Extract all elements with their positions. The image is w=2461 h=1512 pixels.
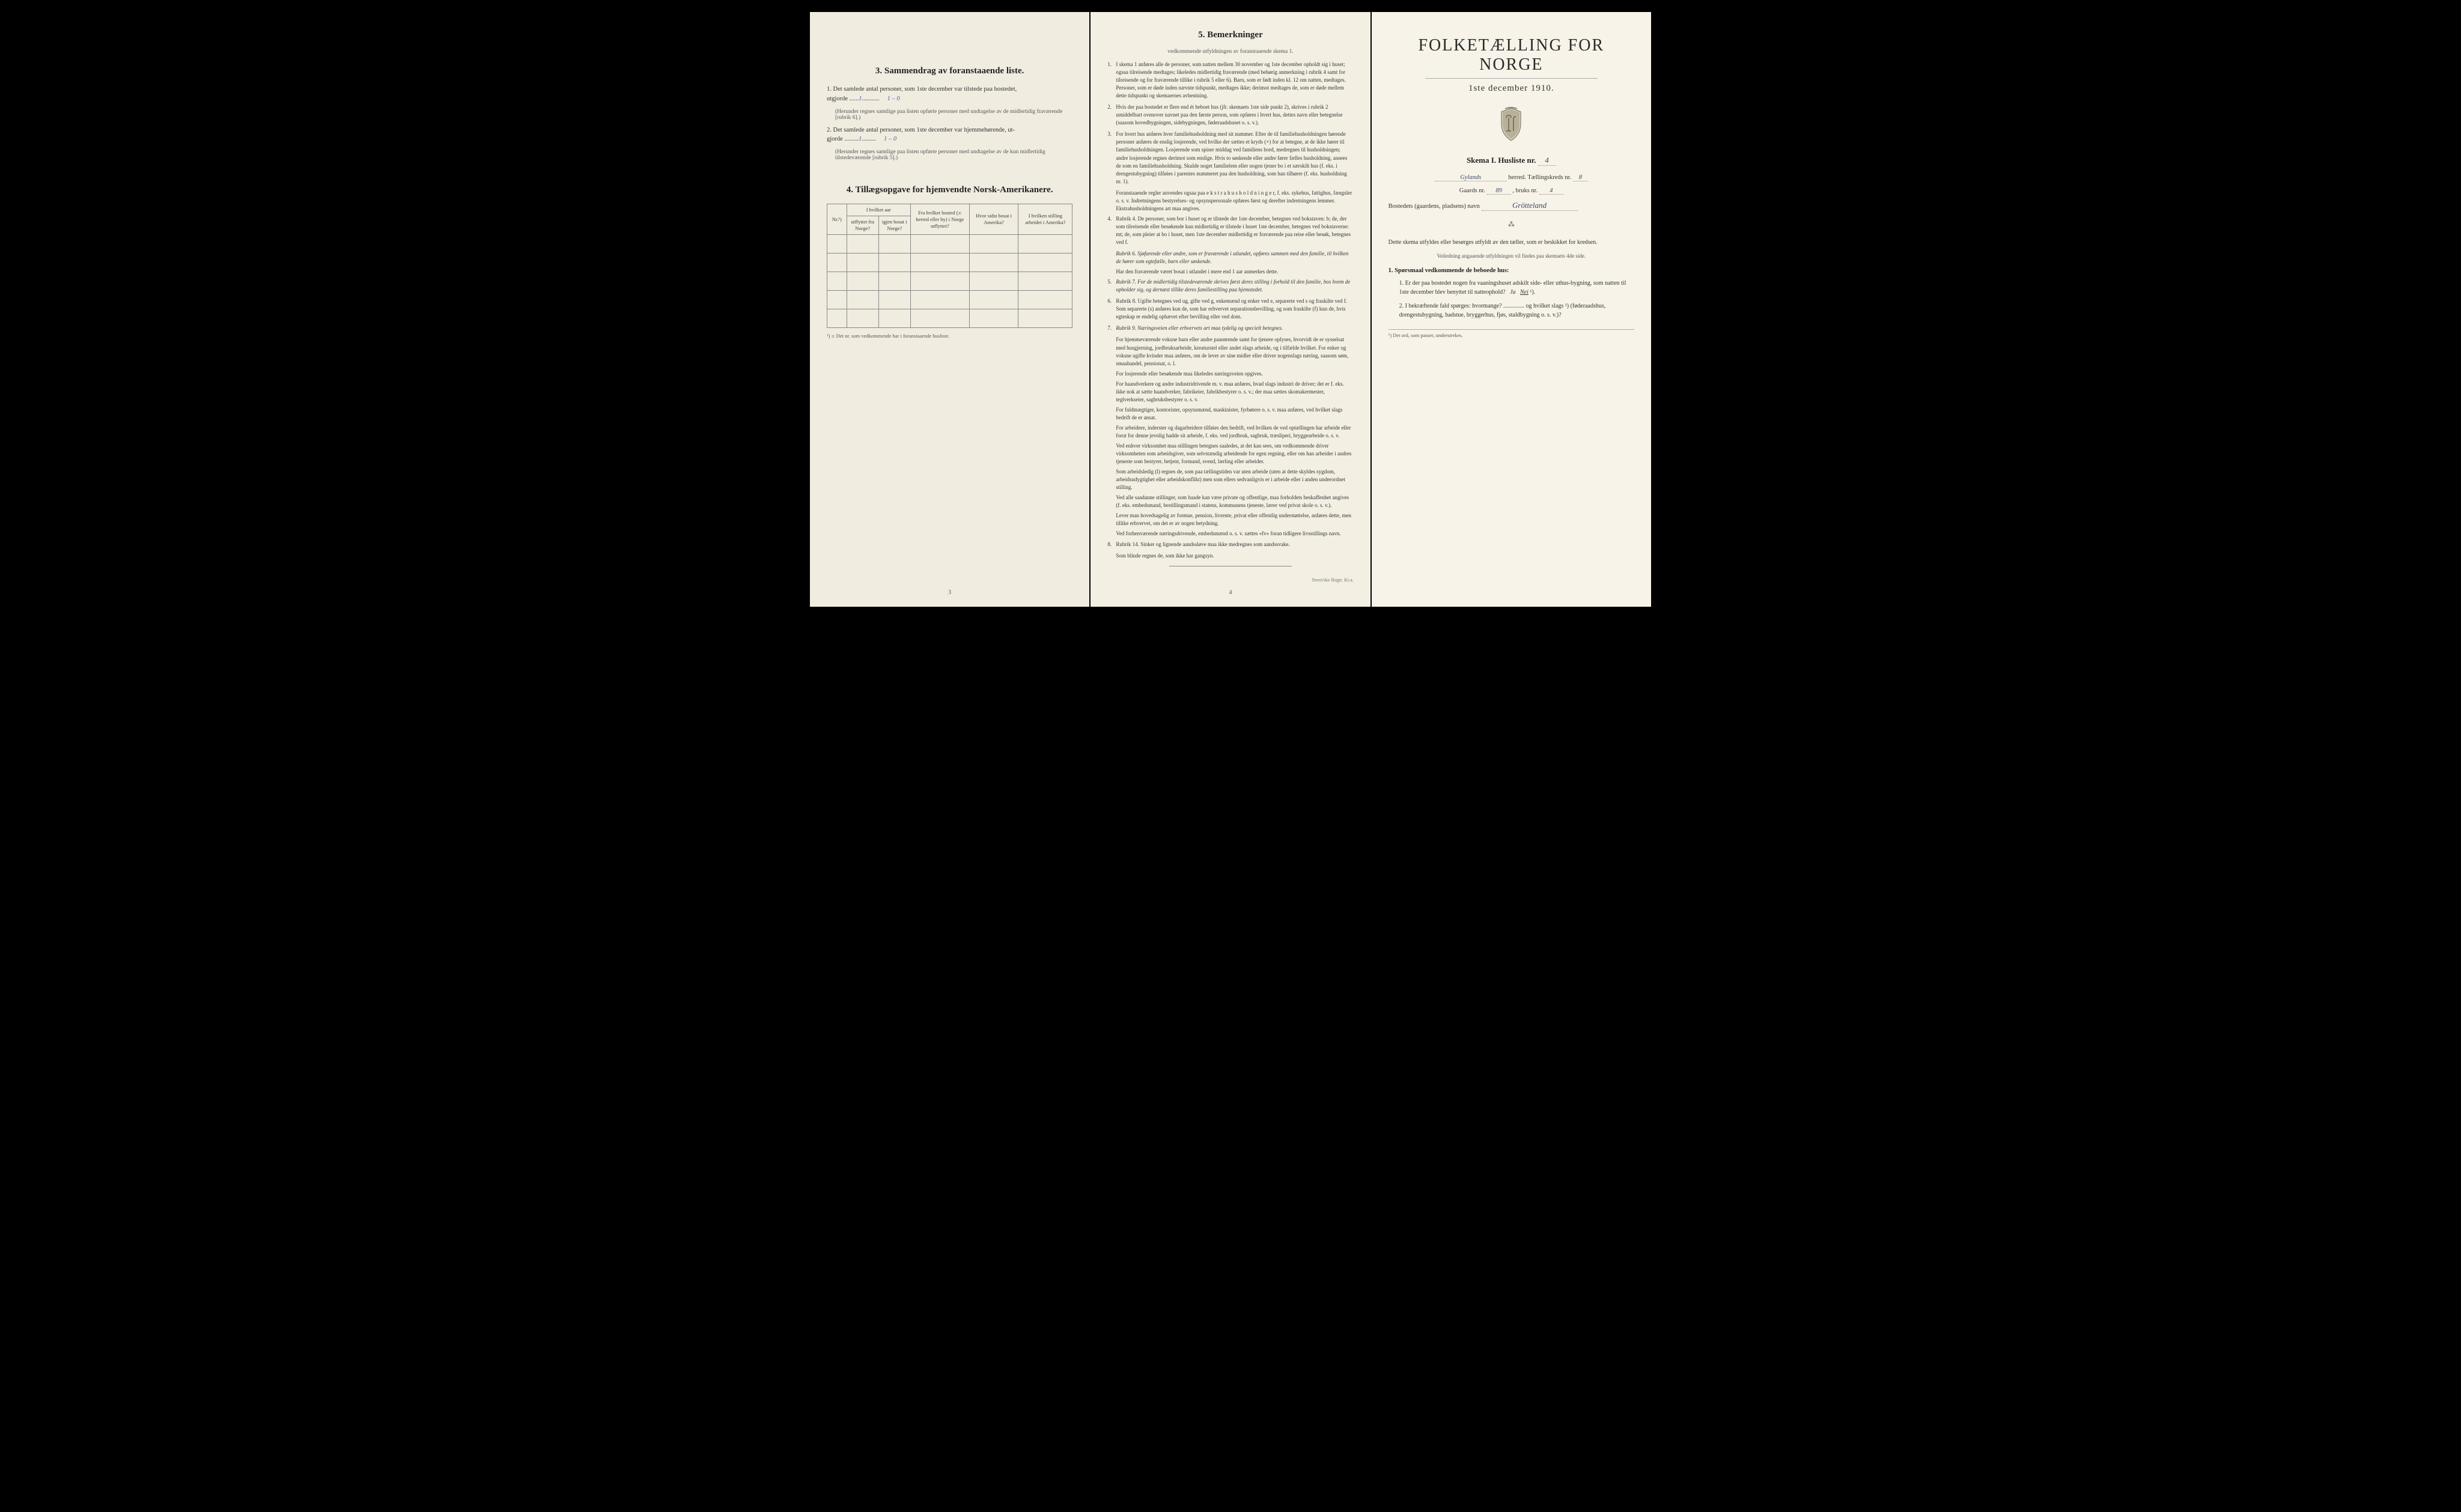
table-footnote: ¹) ɔ: Det nr. som vedkommende har i fora… [827, 333, 1072, 339]
n1: 1. [1107, 61, 1116, 100]
n7-p4: For haandverkere og andre industridriven… [1116, 380, 1353, 404]
herred-line: Gylands herred. Tællingskreds nr. 8 [1389, 174, 1634, 181]
n3-text: For hvert hus anføres hver familiehushol… [1116, 130, 1353, 185]
n6-text: Rubrik 8. Ugifte betegnes ved ug, gifte … [1116, 297, 1353, 321]
item-2-fill1: 1 [859, 136, 862, 142]
question-2: 2. I bekræftende fald spørges: hvormange… [1399, 302, 1634, 320]
section-4-title: 4. Tillægsopgave for hjemvendte Norsk-Am… [827, 185, 1072, 195]
instruction-1: Dette skema utfyldes eller besørges utfy… [1389, 238, 1634, 247]
item-2-line2: gjorde [827, 136, 843, 142]
section-5-title: 5. Bemerkninger [1107, 30, 1353, 40]
n5-text: Rubrik 7. For de midlertidig tilstedevær… [1116, 278, 1353, 294]
table-row [827, 291, 1072, 309]
col-bosat: igjen bosat i Norge? [878, 216, 910, 235]
table-row [827, 272, 1072, 291]
n4-p2: Rubrik 6. Sjøfarende eller andre, som er… [1116, 250, 1353, 266]
husliste-nr: 4 [1538, 156, 1556, 166]
n1-text: I skema 1 anføres alle de personer, som … [1116, 61, 1353, 100]
n3: 3. [1107, 130, 1116, 185]
census-title: FOLKETÆLLING FOR NORGE [1389, 36, 1634, 74]
col-utflyttet: utflyttet fra Norge? [847, 216, 878, 235]
n5: 5. [1107, 278, 1116, 294]
item-2-sub: (Herunder regnes samtlige paa listen opf… [835, 149, 1072, 161]
bosted-label: Bostedets (gaardens, pladsens) navn [1389, 203, 1480, 210]
question-head: 1. Spørsmaal vedkommende de beboede hus: [1389, 267, 1634, 274]
gaard-line: Gaards nr. 89 , bruks nr. 4 [1389, 187, 1634, 195]
section-5-subtitle: vedkommende utfyldningen av foranstaaend… [1107, 49, 1353, 55]
table-row [827, 254, 1072, 272]
bosted-line: Bostedets (gaardens, pladsens) navn Gröt… [1389, 201, 1634, 211]
page-3: 3. Sammendrag av foranstaaende liste. 1.… [810, 12, 1089, 607]
divider-icon: ⁂ [1389, 220, 1634, 228]
page-title: FOLKETÆLLING FOR NORGE 1ste december 191… [1372, 12, 1651, 607]
herred-label: herred. Tællingskreds nr. [1508, 174, 1571, 181]
kreds-nr: 8 [1573, 174, 1588, 181]
n8: 8. [1107, 541, 1116, 548]
census-date: 1ste december 1910. [1389, 83, 1634, 94]
footnote-1: ¹) Det ord, som passer, understrekes. [1389, 329, 1634, 338]
n7-p3: For losjerende eller besøkende maa likel… [1116, 370, 1353, 378]
n7: 7. [1107, 324, 1116, 332]
item-2-lead: 2. Det samlede antal personer, som 1ste … [827, 127, 1015, 133]
item-1-line2: utgjorde [827, 96, 848, 102]
n3-p2: Foranstaaende regler anvendes ogsaa paa … [1116, 189, 1353, 213]
col-nr: Nr.¹) [827, 204, 847, 235]
q1-answer: Nei [1520, 289, 1529, 296]
n6: 6. [1107, 297, 1116, 321]
n7-p10: Lever man hovedsagelig av formue, pensio… [1116, 512, 1353, 527]
amerikanere-table: Nr.¹) I hvilket aar Fra hvilket bosted (… [827, 204, 1072, 328]
item-1-fill2: 1 – 0 [887, 96, 900, 102]
item-2-fill2: 1 – 0 [884, 136, 896, 142]
printer-credit: Steen'ske Bogtr. Kr.a. [1107, 577, 1353, 583]
col-aar-head: I hvilket aar [847, 204, 910, 216]
n8-p2: Som blinde regnes de, som ikke har gangs… [1116, 552, 1353, 560]
n4-text: Rubrik 4. De personer, som bor i huset o… [1116, 215, 1353, 246]
gaard-nr: 89 [1487, 187, 1511, 195]
item-1-fill1: 1 [859, 96, 862, 102]
document-spread: 3. Sammendrag av foranstaaende liste. 1.… [810, 12, 1651, 607]
skema-label: Skema I. Husliste nr. [1467, 156, 1536, 165]
section-3-title: 3. Sammendrag av foranstaaende liste. [827, 66, 1072, 76]
item-1-lead: 1. Det samlede antal personer, som 1ste … [827, 86, 1017, 93]
skema-line: Skema I. Husliste nr. 4 [1389, 156, 1634, 166]
table-row [827, 235, 1072, 254]
question-1: 1. Er der paa bostedet nogen fra vaaning… [1399, 279, 1634, 297]
n7-p9: Ved alle saadanne stillinger, som baade … [1116, 494, 1353, 509]
col-stilling: I hvilken stilling arbeidet i Amerika? [1018, 204, 1072, 235]
n7-p5: For fuldmægtiger, kontorister, opsynsmæn… [1116, 406, 1353, 422]
table-row [827, 309, 1072, 328]
page-number-4: 4 [1091, 589, 1370, 596]
herred-name: Gylands [1435, 174, 1507, 181]
n7-text: Rubrik 9. Næringsveien eller erhvervets … [1116, 324, 1283, 332]
item-1: 1. Det samlede antal personer, som 1ste … [827, 85, 1072, 104]
col-amerika-bosat: Hvor sidst bosat i Amerika? [969, 204, 1018, 235]
n7-p2: For hjemmeværende voksne barn eller andr… [1116, 336, 1353, 367]
gaard-label: Gaards nr. [1459, 187, 1485, 194]
remarks-list: 1.I skema 1 anføres alle de personer, so… [1107, 61, 1353, 560]
n2: 2. [1107, 103, 1116, 127]
n7-p11: Ved forhenværende næringsdrivende, embed… [1116, 530, 1353, 538]
q-head-text: 1. Spørsmaal vedkommende de beboede hus: [1389, 267, 1509, 274]
instruction-2: Veiledning angaaende utfyldningen vil fi… [1389, 253, 1634, 259]
n7-p6: For arbeidere, inderster og dagarbeidere… [1116, 424, 1353, 440]
page-4: 5. Bemerkninger vedkommende utfyldningen… [1091, 12, 1370, 607]
bosted-name: Grötteland [1482, 201, 1578, 211]
n7-p7: Ved enhver virksomhet maa stillingen bet… [1116, 442, 1353, 466]
n4: 4. [1107, 215, 1116, 246]
col-bosted: Fra hvilket bosted (ɔ: herred eller by) … [910, 204, 969, 235]
n7-p8: Som arbeidsledig (l) regnes de, som paa … [1116, 468, 1353, 491]
n4-p3: Har den fraværende været bosat i utlande… [1116, 268, 1353, 276]
n2-text: Hvis der paa bostedet er flere end ét be… [1116, 103, 1353, 127]
page-number-3: 3 [810, 589, 1089, 596]
bruk-label: , bruks nr. [1512, 187, 1538, 194]
n8-text: Rubrik 14. Sinker og lignende aandssløve… [1116, 541, 1289, 548]
bruk-nr: 4 [1539, 187, 1563, 195]
item-2: 2. Det samlede antal personer, som 1ste … [827, 126, 1072, 145]
item-1-sub: (Herunder regnes samtlige paa listen opf… [835, 109, 1072, 121]
coat-of-arms-icon [1389, 107, 1634, 145]
